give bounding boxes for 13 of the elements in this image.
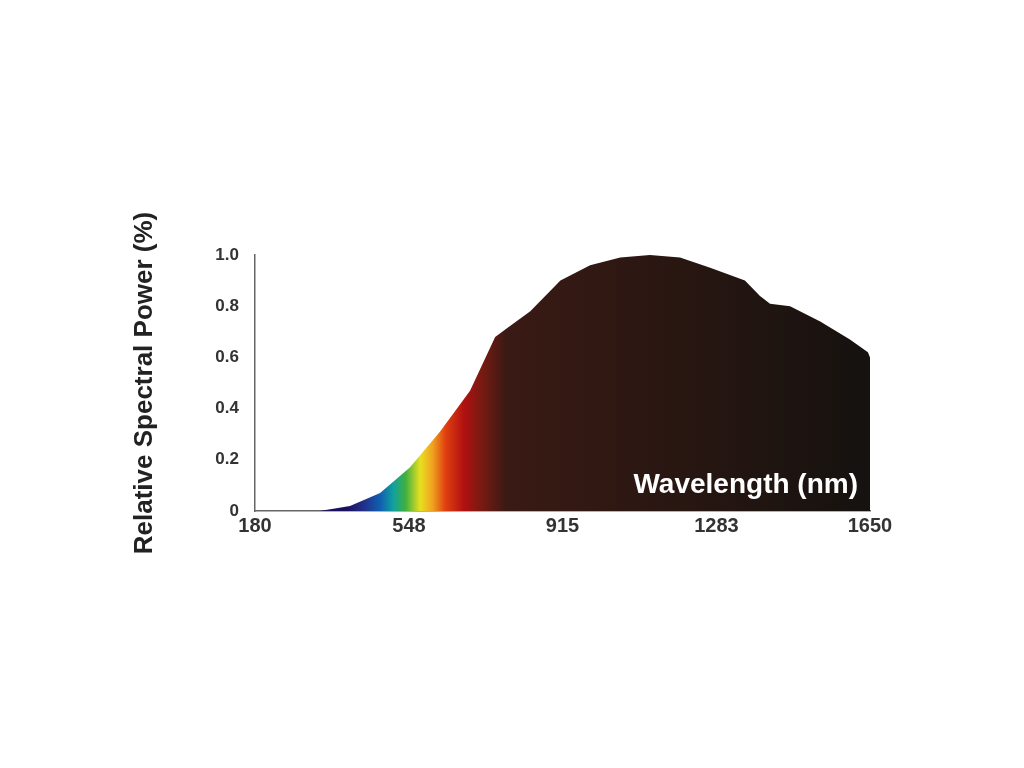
y-tick-label: 0.8	[215, 295, 239, 315]
x-axis-title: Wavelength (nm)	[633, 467, 858, 499]
y-tick-label: 0.2	[215, 449, 239, 469]
x-tick-label: 1283	[694, 513, 739, 536]
y-tick-label: 0.4	[215, 398, 240, 418]
x-tick-label: 915	[545, 513, 580, 536]
x-tick-label: 180	[238, 513, 272, 536]
y-tick-label: 1.0	[215, 244, 239, 264]
x-tick-label: 1650	[847, 513, 893, 536]
y-tick-label: 0.6	[215, 347, 239, 367]
y-axis-title: Relative Spectral Power (%)	[127, 211, 158, 555]
y-tick-label: 0	[229, 500, 239, 520]
x-tick-label: 548	[392, 513, 426, 536]
